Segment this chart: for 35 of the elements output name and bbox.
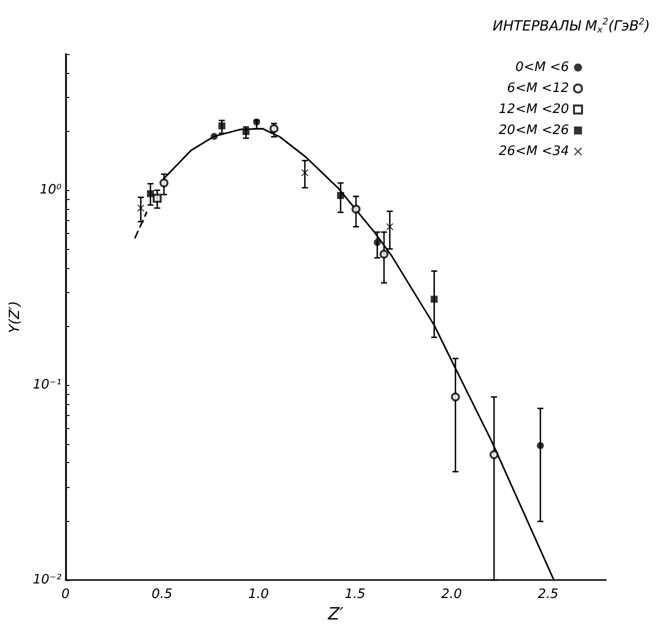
y-tick-label: 10⁰ bbox=[40, 182, 62, 198]
point bbox=[536, 442, 544, 450]
point bbox=[337, 192, 344, 199]
point bbox=[210, 132, 218, 140]
point bbox=[159, 178, 168, 188]
x-tick-label: 1.5 bbox=[344, 587, 366, 602]
y-tick-label: 10⁻¹ bbox=[32, 378, 62, 393]
point bbox=[146, 190, 154, 198]
point bbox=[253, 118, 260, 126]
legend-label: 26<M <34 bbox=[498, 144, 569, 159]
point bbox=[218, 122, 226, 130]
legend-label: 12<M <20 bbox=[498, 102, 569, 117]
x-axis-title: Z′ bbox=[327, 604, 344, 624]
point bbox=[152, 194, 162, 203]
legend-label: 20<M <26 bbox=[498, 123, 569, 138]
point bbox=[450, 392, 460, 402]
point bbox=[374, 238, 381, 246]
point bbox=[242, 128, 250, 136]
x-tick-label: 0 bbox=[61, 587, 70, 602]
point bbox=[490, 450, 499, 460]
point bbox=[301, 169, 308, 176]
point bbox=[430, 296, 438, 303]
x-tick-label: 1.0 bbox=[248, 587, 269, 602]
x-tick-label: 2.5 bbox=[538, 587, 558, 602]
legend-label: 0<M <6 bbox=[515, 60, 569, 75]
point bbox=[352, 204, 361, 214]
point bbox=[380, 250, 389, 259]
point bbox=[269, 124, 278, 134]
y-tick-label: 10⁻² bbox=[32, 572, 62, 588]
y-axis-title: Y(Z′) bbox=[7, 300, 23, 334]
point bbox=[386, 223, 394, 230]
x-tick-label: 0.5 bbox=[152, 587, 172, 602]
point bbox=[137, 204, 144, 212]
x-tick-label: 2.0 bbox=[441, 587, 462, 602]
legend-label: 6<M <12 bbox=[507, 81, 569, 96]
